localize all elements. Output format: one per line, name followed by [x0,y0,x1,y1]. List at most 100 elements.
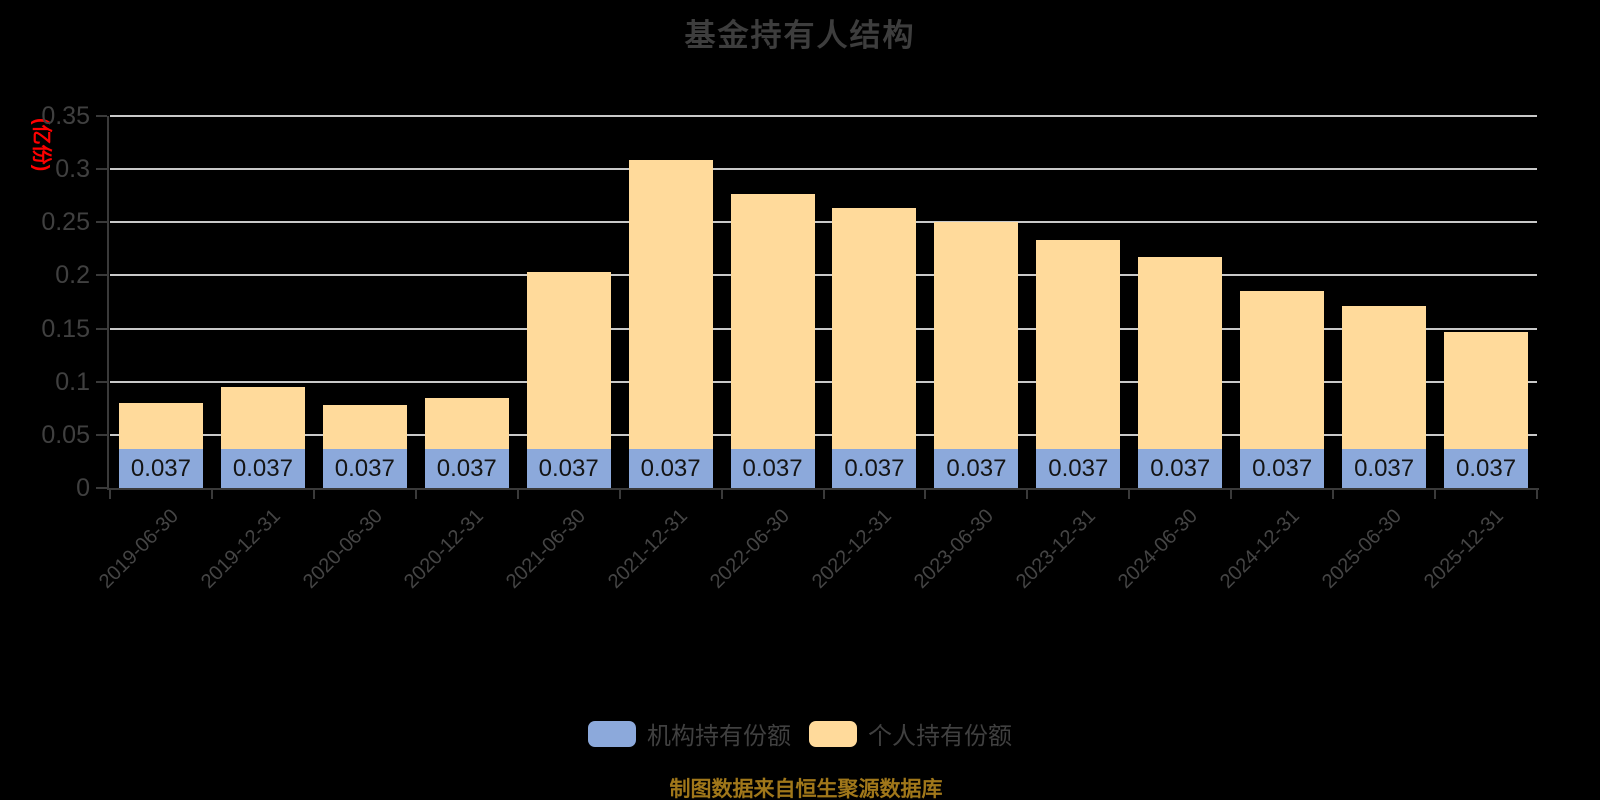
x-axis-label: 2019-06-30 [94,505,183,593]
bar-segment-institutional[interactable]: 0.037 [118,448,203,488]
x-axis-label: 2021-06-30 [502,505,591,593]
y-axis-tick-label: 0.35 [41,102,90,130]
bar-segment-personal[interactable] [526,272,611,449]
gridline [110,274,1537,277]
legend-item-label: 个人持有份额 [868,723,1012,750]
y-axis-tick [96,274,107,277]
legend-swatch [588,720,636,747]
bar-segment-personal[interactable] [1036,240,1121,449]
chart-title: 基金持有人结构 [684,18,916,53]
x-axis-tick [822,490,825,499]
x-axis-tick [618,490,621,499]
bar-value-label: 0.037 [640,454,701,482]
bar-value-label: 0.037 [334,454,395,482]
gridline [110,327,1537,330]
gridline [110,221,1537,224]
y-axis-tick [96,168,107,171]
bar-value-label: 0.037 [844,454,905,482]
bar-value-label: 0.037 [130,454,191,482]
bar-segment-institutional[interactable]: 0.037 [1444,448,1529,488]
bar-segment-institutional[interactable]: 0.037 [934,448,1019,488]
x-axis-label: 2019-12-31 [196,505,285,593]
bar-value-label: 0.037 [742,454,803,482]
x-axis-tick [516,490,519,499]
bar-segment-institutional[interactable]: 0.037 [424,448,509,488]
x-axis-label: 2020-06-30 [298,505,387,593]
bar-segment-institutional[interactable]: 0.037 [220,448,305,488]
bar-segment-institutional[interactable]: 0.037 [730,448,815,488]
bar-segment-personal[interactable] [832,208,917,449]
legend-item[interactable]: 机构持有份额 [588,716,791,751]
x-axis-label: 2022-12-31 [808,505,897,593]
bar-segment-personal[interactable] [1138,257,1223,449]
bar-value-label: 0.037 [1048,454,1109,482]
bar-value-label: 0.037 [1456,454,1517,482]
bar-segment-institutional[interactable]: 0.037 [526,448,611,488]
x-axis-label: 2023-06-30 [910,505,998,593]
y-axis-tick [96,433,107,436]
bar-segment-personal[interactable] [628,159,713,449]
bar-segment-personal[interactable] [1240,291,1325,449]
x-axis-tick [1536,490,1538,499]
x-axis-tick [1332,490,1335,499]
bar-value-label: 0.037 [1150,454,1211,482]
y-axis-tick [96,115,107,117]
x-axis-tick [924,490,927,499]
x-axis-tick [1026,490,1029,499]
x-axis-label: 2023-12-31 [1011,505,1100,593]
bar-segment-personal[interactable] [730,193,815,449]
bar-segment-personal[interactable] [322,405,407,449]
bar-segment-personal[interactable] [934,222,1019,449]
y-axis-tick [96,380,107,383]
bar-segment-institutional[interactable]: 0.037 [1240,448,1325,488]
x-axis-tick [414,490,417,499]
data-source-note: 制图数据来自恒生聚源数据库 [669,778,943,800]
y-axis-line [107,116,109,490]
legend-item-label: 机构持有份额 [647,723,791,750]
x-axis-tick [210,490,213,499]
gridline [110,380,1537,383]
gridline [110,168,1537,171]
legend-item[interactable]: 个人持有份额 [809,716,1012,751]
bar-segment-personal[interactable] [118,403,203,449]
x-axis-label: 2022-06-30 [706,505,795,593]
x-axis-tick [1230,490,1233,499]
y-axis-tick [96,327,107,330]
bar-value-label: 0.037 [436,454,497,482]
bar-value-label: 0.037 [538,454,599,482]
bar-segment-personal[interactable] [1342,306,1427,449]
y-axis-tick-label: 0.15 [41,314,90,343]
legend-swatch [809,720,857,747]
y-axis-tick [96,487,107,489]
bar-segment-institutional[interactable]: 0.037 [1342,448,1427,488]
bar-segment-institutional[interactable]: 0.037 [628,448,713,488]
x-axis-label: 2025-06-30 [1317,505,1406,593]
bar-segment-institutional[interactable]: 0.037 [832,448,917,488]
x-axis-label: 2020-12-31 [400,505,489,593]
y-axis-tick-label: 0.1 [55,367,90,396]
bar-value-label: 0.037 [1354,454,1415,482]
y-axis-tick-label: 0.2 [55,261,90,290]
x-axis-tick [1434,490,1437,499]
bar-value-label: 0.037 [1252,454,1313,482]
x-axis-label: 2021-12-31 [604,505,693,593]
y-axis-tick-label: 0 [76,474,90,502]
bar-segment-institutional[interactable]: 0.037 [1036,448,1121,488]
x-axis-tick [720,490,723,499]
gridline [110,115,1537,117]
bar-segment-personal[interactable] [220,387,305,449]
x-axis-label: 2025-12-31 [1419,505,1508,593]
x-axis-tick [109,490,111,499]
bar-segment-personal[interactable] [1444,331,1529,449]
y-axis-tick-label: 0.25 [41,208,90,237]
y-axis-tick-label: 0.05 [41,420,90,449]
bar-segment-personal[interactable] [424,397,509,449]
gridline [110,433,1537,436]
legend: 机构持有份额 个人持有份额 [0,716,1600,751]
x-axis-tick [312,490,315,499]
bar-segment-institutional[interactable]: 0.037 [322,448,407,488]
x-axis-label: 2024-06-30 [1113,505,1202,593]
bar-segment-institutional[interactable]: 0.037 [1138,448,1223,488]
x-axis-line [107,488,1539,490]
